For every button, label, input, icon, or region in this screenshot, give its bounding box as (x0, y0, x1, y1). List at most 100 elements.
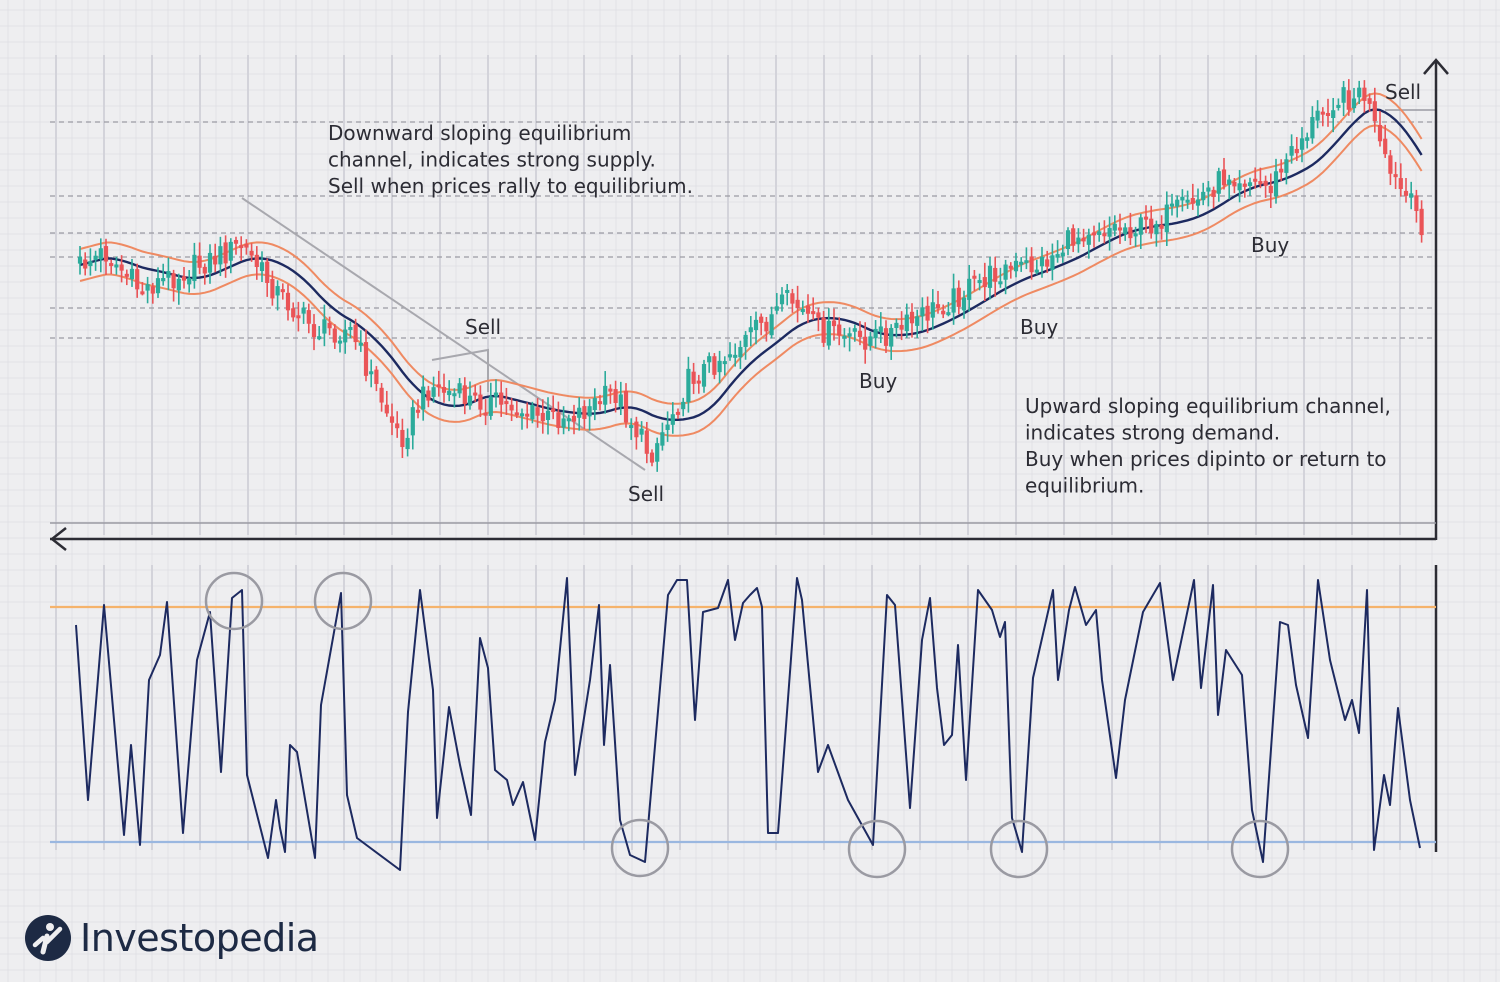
candle (1013, 260, 1019, 272)
candle (837, 324, 842, 336)
candle (384, 404, 389, 414)
candle (431, 387, 436, 397)
equilibrium-channel (79, 92, 1423, 437)
candle (623, 390, 629, 423)
signal-label: Buy (859, 369, 897, 393)
axes (49, 58, 1449, 852)
annotation-upward-line-2: indicates strong demand. (1025, 421, 1280, 445)
candle (244, 243, 249, 248)
candle (1180, 196, 1185, 201)
candle (956, 287, 961, 307)
candle (712, 356, 717, 375)
candle (119, 264, 124, 271)
candle (395, 423, 400, 429)
candle (1133, 233, 1138, 237)
candle (857, 330, 863, 337)
annotation-upward: Upward sloping equilibrium channel, indi… (1025, 394, 1397, 498)
y-axis-arrow-icon (1423, 58, 1449, 75)
candle (805, 305, 811, 314)
candle (77, 256, 83, 264)
candle (223, 242, 228, 264)
candle (1112, 223, 1117, 231)
candle (863, 336, 868, 350)
candle (1367, 98, 1372, 104)
candle (514, 412, 519, 416)
candle (280, 289, 285, 293)
candle (946, 312, 951, 316)
candle (239, 245, 244, 249)
candle (1414, 195, 1419, 212)
signal-label: Buy (1020, 315, 1058, 339)
candle (738, 347, 743, 358)
candle (285, 292, 291, 311)
candle (545, 410, 551, 420)
candle (577, 407, 582, 418)
candle (935, 304, 941, 309)
candle (1060, 252, 1065, 257)
candle (291, 308, 296, 318)
candle (348, 327, 353, 331)
candle (644, 430, 649, 454)
candle (499, 392, 504, 405)
extreme-circle (847, 819, 907, 879)
candle (311, 324, 317, 338)
candle (582, 406, 587, 419)
candle (540, 412, 545, 422)
candle (1237, 183, 1242, 191)
candle (821, 317, 826, 343)
candle (473, 392, 478, 396)
candle (1065, 230, 1071, 250)
annotation-downward-line-1: Downward sloping equilibrium (328, 121, 631, 145)
candle (686, 368, 691, 403)
lower-band (79, 124, 1423, 437)
candle (925, 305, 930, 321)
candle (306, 310, 311, 324)
candle (681, 401, 686, 410)
candle (1175, 199, 1180, 207)
candle (1346, 90, 1351, 110)
candle (493, 392, 499, 397)
candle (478, 394, 483, 410)
candle (733, 354, 738, 358)
candle (1284, 159, 1289, 173)
candle (1403, 190, 1409, 196)
candle (691, 371, 696, 384)
candle (930, 302, 935, 318)
candle (1227, 179, 1232, 185)
investopedia-logo-icon (25, 915, 71, 961)
candle (525, 413, 530, 417)
candle (1279, 168, 1284, 173)
upper-band (79, 92, 1423, 405)
candle (1253, 178, 1258, 182)
candle (556, 412, 561, 428)
candle (603, 385, 608, 405)
candle (696, 380, 701, 384)
candle (202, 266, 207, 274)
candle (1164, 204, 1169, 233)
candle (753, 319, 759, 331)
candle (1398, 178, 1403, 190)
annotation-downward-line-3: Sell when prices rally to equilibrium. (328, 174, 693, 198)
candle (135, 269, 140, 290)
candle (1143, 216, 1149, 220)
candle (171, 273, 176, 289)
candle (249, 250, 254, 256)
candle (488, 396, 493, 416)
candle (114, 264, 119, 268)
candle (462, 385, 467, 405)
candle (571, 415, 577, 422)
candle (1315, 110, 1320, 121)
signal-labels: Sell Sell Buy Buy Buy Sell (465, 80, 1421, 506)
candle (785, 289, 790, 293)
candle (332, 328, 337, 343)
trend-line (241, 197, 646, 471)
candle (1357, 87, 1362, 98)
candle (1086, 234, 1091, 245)
candle (176, 278, 181, 291)
candle (259, 262, 265, 272)
candle (847, 333, 852, 337)
candle (129, 268, 135, 280)
price-level-lines (50, 109, 1435, 339)
